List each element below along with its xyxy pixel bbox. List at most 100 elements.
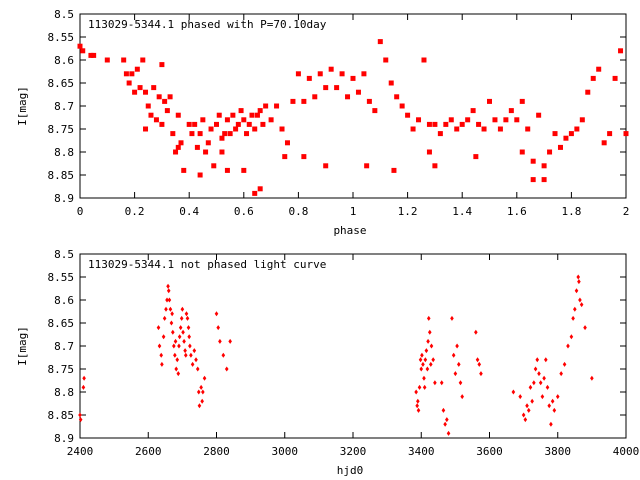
data-point [88,52,94,58]
data-point [465,117,471,123]
data-point [536,112,542,118]
data-point [153,117,159,123]
y-ticks: 8.5 8.55 8.6 8.65 8.7 8.75 8.8 8.85 8.9 [48,8,626,205]
plot-frame [79,13,627,199]
y-tick-label: 8.7 [54,340,74,353]
data-point [535,357,540,363]
x-ticks: 2400 2600 2800 3000 3200 3400 3600 3800 4000 [67,254,639,458]
data-point [519,149,525,155]
data-point [218,338,222,344]
data-point [544,357,548,363]
data-point [607,131,613,137]
data-point [246,121,252,127]
data-point [177,334,182,340]
data-point [424,348,429,354]
data-point [233,126,239,132]
data-point [208,126,214,132]
data-point [596,66,602,72]
data-point [214,311,219,317]
data-point [497,126,503,132]
data-point [455,343,459,349]
data-point [189,131,195,137]
data-point [201,389,205,395]
data-point [547,403,552,409]
data-point [221,352,226,358]
data-point [394,94,400,100]
data-point [433,380,437,386]
phased-light-curve-plot: 113029-5344.1 phased with P=70.10day pha… [16,8,629,237]
data-point [181,167,187,173]
plot-frame [79,253,627,439]
x-tick-label: 3600 [476,445,503,458]
x-tick-label: 1 [350,205,357,218]
data-point [550,398,555,404]
data-point [448,117,454,123]
data-point [446,430,451,436]
data-point [541,163,547,169]
data-point [328,66,334,72]
data-point [254,112,260,118]
data-point [528,384,533,390]
data-point [590,375,594,381]
data-point [569,334,574,340]
data-point [312,94,318,100]
data-point [290,98,296,104]
data-point [523,417,528,423]
data-point [301,98,307,104]
data-point [334,85,340,91]
data-point [167,297,172,303]
data-point [450,315,454,321]
data-point [623,131,629,137]
x-tick-label: 2400 [67,445,94,458]
y-tick-label: 8.55 [48,271,75,284]
unphased-light-curve-plot: 113029-5344.1 not phased light curve hjd… [16,248,639,477]
data-point [301,154,307,160]
data-point [216,325,221,331]
data-point [530,158,536,164]
data-point [140,57,146,63]
data-point [437,131,443,137]
chart-title: 113029-5344.1 not phased light curve [88,258,326,271]
data-point [202,375,207,381]
data-point [306,75,312,81]
data-point [235,121,241,127]
data-point [230,112,236,118]
data-point [228,338,232,344]
data-point [129,71,135,77]
data-point [350,75,356,81]
data-point [364,163,370,169]
data-point [590,75,596,81]
data-point [420,352,424,358]
data-point [361,71,367,77]
data-point [194,144,200,150]
data-point [541,177,547,183]
data-point [418,357,423,363]
data-point [426,121,432,127]
x-axis-label: hjd0 [337,464,364,477]
data-point [219,149,225,155]
data-point [473,154,479,160]
data-point [458,380,463,386]
data-point [175,112,181,118]
data-point [203,149,209,155]
data-point [249,112,255,118]
y-tick-label: 8.65 [48,77,75,90]
data-point [422,375,426,381]
data-point [173,352,177,358]
data-point [211,163,217,169]
x-tick-label: 2600 [135,445,162,458]
data-point [148,112,154,118]
data-point [268,117,274,123]
data-point [169,320,174,326]
data-point [78,412,82,418]
data-point [205,140,211,146]
x-ticks: 0 0.2 0.4 0.6 0.8 1 1.2 1.4 1.6 1.8 2 [77,14,629,218]
data-point [431,357,435,363]
y-tick-label: 8.5 [54,8,74,21]
data-point [432,163,438,169]
data-point [552,131,558,137]
data-point [405,112,411,118]
data-point [177,343,181,349]
data-point [425,366,430,372]
data-point [172,343,176,349]
